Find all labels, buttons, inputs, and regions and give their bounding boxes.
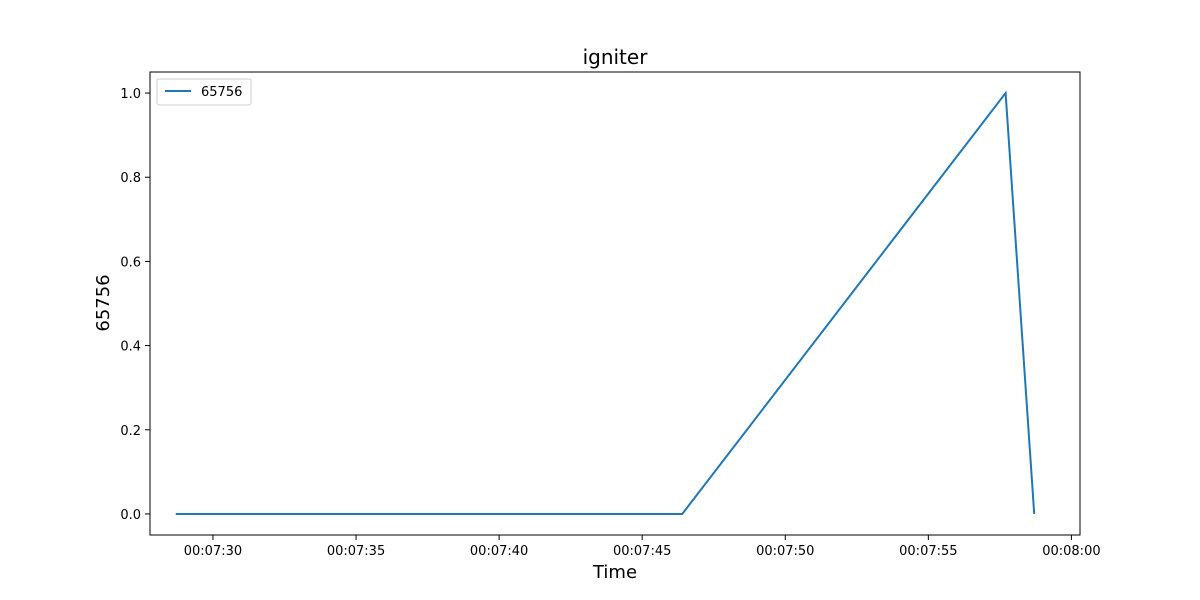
x-tick-label: 00:08:00 <box>1042 544 1100 559</box>
legend-label: 65756 <box>201 85 242 100</box>
x-tick-label: 00:07:35 <box>327 544 385 559</box>
series-layer <box>175 90 1036 515</box>
y-tick-label: 1.0 <box>120 87 141 102</box>
x-tick-label: 00:07:40 <box>470 544 528 559</box>
x-tick-label: 00:07:45 <box>613 544 671 559</box>
x-tick-label: 00:07:55 <box>899 544 957 559</box>
chart-title: igniter <box>583 45 649 69</box>
y-tick-label: 0.2 <box>120 424 141 439</box>
axes-frame <box>149 71 1081 536</box>
y-tick-label: 0.6 <box>120 255 141 270</box>
legend: 65756 <box>156 78 252 106</box>
y-axis-ticks: 0.0 0.2 0.4 0.6 0.8 1.0 <box>120 87 150 523</box>
y-tick-label: 0.0 <box>120 508 141 523</box>
y-axis-label: 65756 <box>93 274 114 331</box>
x-tick-label: 00:07:50 <box>756 544 814 559</box>
y-tick-label: 0.8 <box>120 171 141 186</box>
series-line <box>175 90 1036 515</box>
legend-box <box>156 78 252 106</box>
y-tick-label: 0.4 <box>120 340 141 355</box>
x-axis-label: Time <box>592 562 637 583</box>
plot-area: 00:07:30 00:07:35 00:07:40 00:07:45 00:07:50… <box>120 71 1101 559</box>
x-axis-ticks: 00:07:30 00:07:35 00:07:40 00:07:45 00:07:50… <box>184 535 1101 559</box>
x-tick-label: 00:07:30 <box>184 544 242 559</box>
